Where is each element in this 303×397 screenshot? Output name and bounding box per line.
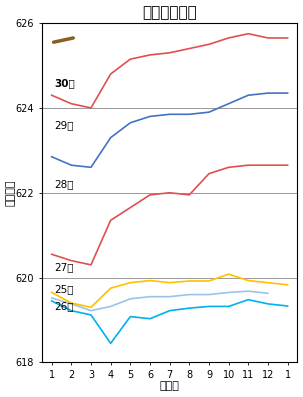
Text: 29年: 29年 [55, 120, 74, 130]
Title: 月別人口推移: 月別人口推移 [142, 6, 197, 21]
X-axis label: （月）: （月） [160, 382, 180, 391]
Text: 30年: 30年 [55, 78, 75, 89]
Y-axis label: （万人）: （万人） [5, 179, 15, 206]
Text: 28年: 28年 [55, 179, 74, 189]
Text: 26年: 26年 [55, 301, 74, 311]
Text: 25年: 25年 [55, 285, 74, 295]
Text: 27年: 27年 [55, 262, 74, 272]
